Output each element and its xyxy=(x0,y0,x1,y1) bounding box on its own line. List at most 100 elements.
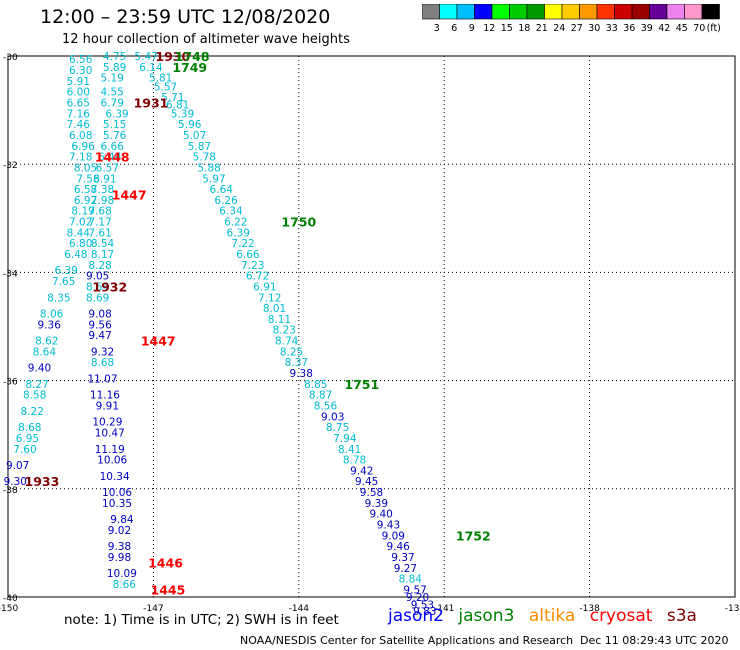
wave-height-value: 8.37 xyxy=(285,357,308,369)
pass-time-label: 1751 xyxy=(344,377,379,392)
wave-height-value: 9.37 xyxy=(391,552,414,564)
wave-height-value: 7.38 xyxy=(91,184,114,196)
wave-height-value: 6.00 xyxy=(67,87,90,99)
wave-height-value: 9.36 xyxy=(38,319,62,331)
wave-height-value: 5.47 xyxy=(134,51,157,63)
wave-height-value: 11.16 xyxy=(90,390,120,402)
lon-tick-label: -135 xyxy=(725,604,740,614)
wave-height-value: 9.84 xyxy=(110,514,134,526)
wave-height-value: 7.46 xyxy=(67,119,91,131)
wave-height-value: 10.06 xyxy=(102,487,132,499)
wave-height-value: 6.48 xyxy=(64,249,87,261)
wave-height-value: 8.78 xyxy=(343,455,366,467)
wave-height-value: 10.29 xyxy=(92,417,122,429)
wave-height-value: 7.94 xyxy=(333,433,357,445)
wave-height-value: 5.76 xyxy=(103,130,127,142)
color-scale-legend: 3 6 9 12 15 18 21 24 27 30 33 36 39 42 45 70 (ft) xyxy=(422,4,721,34)
wave-height-value: 8.23 xyxy=(273,325,296,337)
wave-height-value: 5.15 xyxy=(103,119,126,131)
wave-height-value: 9.27 xyxy=(394,563,417,575)
wave-height-value: 8.35 xyxy=(47,292,70,304)
wave-height-value: 9.32 xyxy=(91,346,114,358)
pass-time-label: 1446 xyxy=(148,555,183,570)
wave-height-value: 9.42 xyxy=(350,465,373,477)
wave-height-value: 8.41 xyxy=(338,444,361,456)
wave-height-value: 7.02 xyxy=(69,217,92,229)
pass-time-label: 1933 xyxy=(25,474,60,489)
wave-height-value: 9.07 xyxy=(6,460,29,472)
wave-height-value: 9.03 xyxy=(321,411,344,423)
wave-height-value: 8.17 xyxy=(91,249,114,261)
wave-height-value: 6.65 xyxy=(67,98,90,110)
wave-height-value: 6.79 xyxy=(101,98,124,110)
wave-height-value: 9.40 xyxy=(369,509,392,521)
wave-height-value: 8.68 xyxy=(18,422,41,434)
legend-jason2: jason2 xyxy=(388,606,444,626)
wave-height-value: 6.56 xyxy=(69,54,93,66)
wave-height-value: 9.39 xyxy=(365,498,388,510)
wave-height-value: 6.72 xyxy=(246,271,269,283)
wave-height-value: 6.91 xyxy=(93,173,116,185)
wave-height-value: 7.98 xyxy=(91,195,114,207)
wave-height-value: 6.58 xyxy=(74,184,97,196)
pass-time-label: 1750 xyxy=(281,215,316,230)
wave-height-value: 5.91 xyxy=(67,76,90,88)
wave-height-value: 7.23 xyxy=(241,260,264,272)
pass-time-label: 1447 xyxy=(141,334,176,349)
wave-height-value: 8.64 xyxy=(33,346,57,358)
wave-height-value: 8.28 xyxy=(88,260,111,272)
wave-height-value: 6.64 xyxy=(210,184,234,196)
wave-height-value: 8.75 xyxy=(326,422,349,434)
lat-tick-label: -36 xyxy=(3,378,18,388)
wave-height-value: 6.22 xyxy=(224,217,247,229)
wave-height-value: 8.06 xyxy=(40,309,64,321)
wave-height-value: 8.54 xyxy=(91,238,115,250)
wave-height-value: 9.83 xyxy=(413,606,436,618)
colorbar-label: 33 xyxy=(606,23,618,34)
wave-height-value: 8.85 xyxy=(304,379,327,391)
wave-height-value: 5.89 xyxy=(103,62,126,74)
wave-height-value: 7.68 xyxy=(88,206,111,218)
wave-height-value: 10.47 xyxy=(95,428,125,440)
wave-height-value: 9.58 xyxy=(360,487,383,499)
colorbar-label: 24 xyxy=(553,23,565,34)
wave-height-value: 9.40 xyxy=(28,363,51,375)
page-subtitle: 12 hour collection of altimeter wave hei… xyxy=(62,32,350,47)
lat-tick-label: -30 xyxy=(3,53,18,63)
wave-height-value: 7.17 xyxy=(88,217,111,229)
lon-tick-label: -144 xyxy=(289,604,310,614)
wave-height-value: 7.12 xyxy=(258,292,281,304)
credit-line: NOAA/NESDIS Center for Satellite Applica… xyxy=(240,634,574,647)
wave-height-value: 6.39 xyxy=(227,227,250,239)
wave-height-value: 9.56 xyxy=(88,319,112,331)
wave-height-value: 4.55 xyxy=(101,87,124,99)
wave-height-value: 6.34 xyxy=(219,206,243,218)
wave-height-value: 6.44 xyxy=(98,152,122,164)
wave-height-value: 9.57 xyxy=(403,584,426,596)
wave-height-value: 7.65 xyxy=(52,276,75,288)
wave-height-value: 9.02 xyxy=(108,525,131,537)
wave-height-value: 7.60 xyxy=(13,444,36,456)
units-note: note: 1) Time is in UTC; 2) SWH is in fe… xyxy=(64,612,339,628)
wave-height-value: 10.09 xyxy=(107,568,137,580)
lon-tick-label: -147 xyxy=(143,604,163,614)
wave-height-value: 8.19 xyxy=(71,206,94,218)
wave-height-value: 8.25 xyxy=(280,346,303,358)
wave-height-value: 6.81 xyxy=(166,100,189,112)
wave-height-value: 10.35 xyxy=(102,498,132,510)
wave-height-value: 4.75 xyxy=(103,51,126,63)
wave-height-value: 10.34 xyxy=(100,471,130,483)
wave-height-value: 6.30 xyxy=(69,65,92,77)
legend-s3a: s3a xyxy=(666,606,697,626)
lat-tick-label: -38 xyxy=(3,486,18,496)
wave-height-value: 6.08 xyxy=(69,130,92,142)
colorbar-swatch xyxy=(701,4,720,20)
wave-height-value: 8.05 xyxy=(74,162,97,174)
wave-height-value: 8.69 xyxy=(86,292,109,304)
wave-height-value: 5.07 xyxy=(183,130,206,142)
wave-height-value: 5.96 xyxy=(178,119,202,131)
pass-time-label: 1932 xyxy=(92,279,127,294)
wave-height-value: 9.05 xyxy=(86,271,109,283)
colorbar-label: 27 xyxy=(571,23,583,34)
